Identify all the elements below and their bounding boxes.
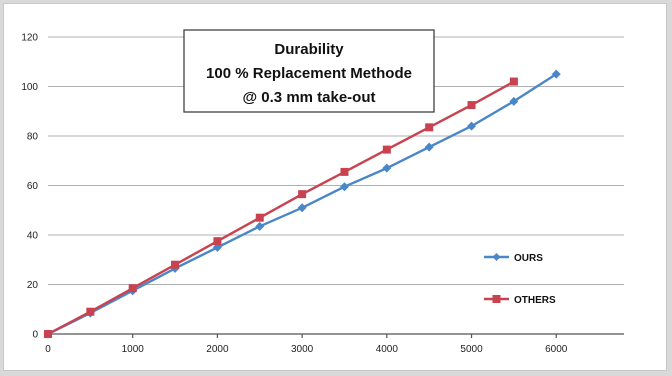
data-point-others (213, 237, 222, 246)
chart-frame: 0 20 40 60 80 100 120 0 1000 2000 3000 4000 5000 600… (3, 3, 667, 371)
legend-entry-others: OTHERS (484, 295, 556, 306)
data-point-others (44, 330, 52, 338)
chart-legend: OURS OTHERS (484, 253, 556, 306)
title-box-border (183, 29, 435, 113)
chart-title-line-2: 100 % Replacement Methode (206, 65, 412, 82)
data-point-others (382, 145, 391, 154)
data-point-others (509, 77, 518, 86)
chart-title-box: Durability 100 % Replacement Methode @ 0… (183, 29, 435, 113)
x-tick-label: 0 (45, 344, 51, 355)
y-tick-label: 80 (27, 132, 39, 143)
data-point-ours (467, 121, 477, 131)
series-line-others (47, 80, 515, 336)
x-tick-label: 2000 (206, 344, 229, 355)
data-point-ours (339, 182, 349, 192)
legend-label-others: OTHERS (514, 295, 556, 306)
x-tick-label: 1000 (122, 344, 145, 355)
data-point-ours (255, 221, 265, 231)
y-tick-label: 60 (27, 181, 39, 192)
series-lines (43, 69, 561, 339)
axes (47, 333, 624, 338)
legend-label-ours: OURS (514, 253, 543, 264)
x-tick-label: 3000 (291, 344, 314, 355)
y-tick-label: 120 (21, 33, 38, 44)
data-point-ours (424, 142, 434, 152)
data-point-others (255, 213, 264, 222)
data-point-ours (551, 69, 561, 79)
data-point-others (298, 190, 307, 199)
data-point-ours (297, 203, 307, 213)
data-point-others (467, 101, 476, 110)
series-others (44, 77, 518, 338)
x-tick-labels: 0 1000 2000 3000 4000 5000 6000 (45, 344, 568, 355)
legend-swatch-ours-marker (492, 253, 501, 261)
data-point-ours (382, 163, 392, 173)
data-point-others (425, 123, 434, 132)
data-point-ours (509, 96, 519, 106)
x-tick-label: 6000 (545, 344, 568, 355)
y-tick-labels: 0 20 40 60 80 100 120 (21, 33, 38, 341)
data-point-others (171, 260, 180, 269)
data-point-others (86, 307, 95, 316)
x-tick-label: 4000 (376, 344, 399, 355)
y-tick-label: 40 (27, 231, 39, 242)
chart-title-line-3: @ 0.3 mm take-out (243, 89, 376, 106)
data-point-others (340, 167, 349, 176)
y-tick-label: 0 (32, 330, 38, 341)
legend-entry-ours: OURS (484, 253, 543, 264)
line-chart: 0 20 40 60 80 100 120 0 1000 2000 3000 4000 5000 600… (21, 29, 624, 355)
chart-title-line-1: Durability (274, 41, 344, 58)
y-tick-label: 100 (21, 82, 38, 93)
x-tick-label: 5000 (460, 344, 483, 355)
data-point-others (128, 284, 137, 293)
legend-swatch-others-marker (492, 295, 501, 303)
y-tick-label: 20 (27, 280, 39, 291)
